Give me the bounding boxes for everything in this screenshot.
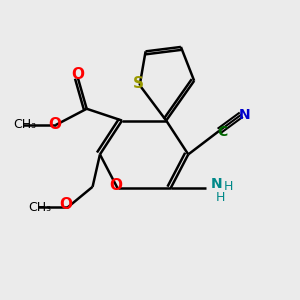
Text: S: S	[133, 76, 144, 91]
Text: C: C	[218, 125, 228, 139]
Text: N: N	[210, 177, 222, 191]
Text: H: H	[223, 180, 233, 193]
Text: N: N	[239, 108, 250, 122]
Text: CH₃: CH₃	[28, 201, 51, 214]
Text: O: O	[71, 68, 84, 82]
Text: H: H	[216, 190, 225, 204]
Text: O: O	[60, 197, 73, 212]
Text: O: O	[110, 178, 123, 194]
Text: CH₃: CH₃	[13, 118, 36, 131]
Text: O: O	[48, 118, 61, 133]
